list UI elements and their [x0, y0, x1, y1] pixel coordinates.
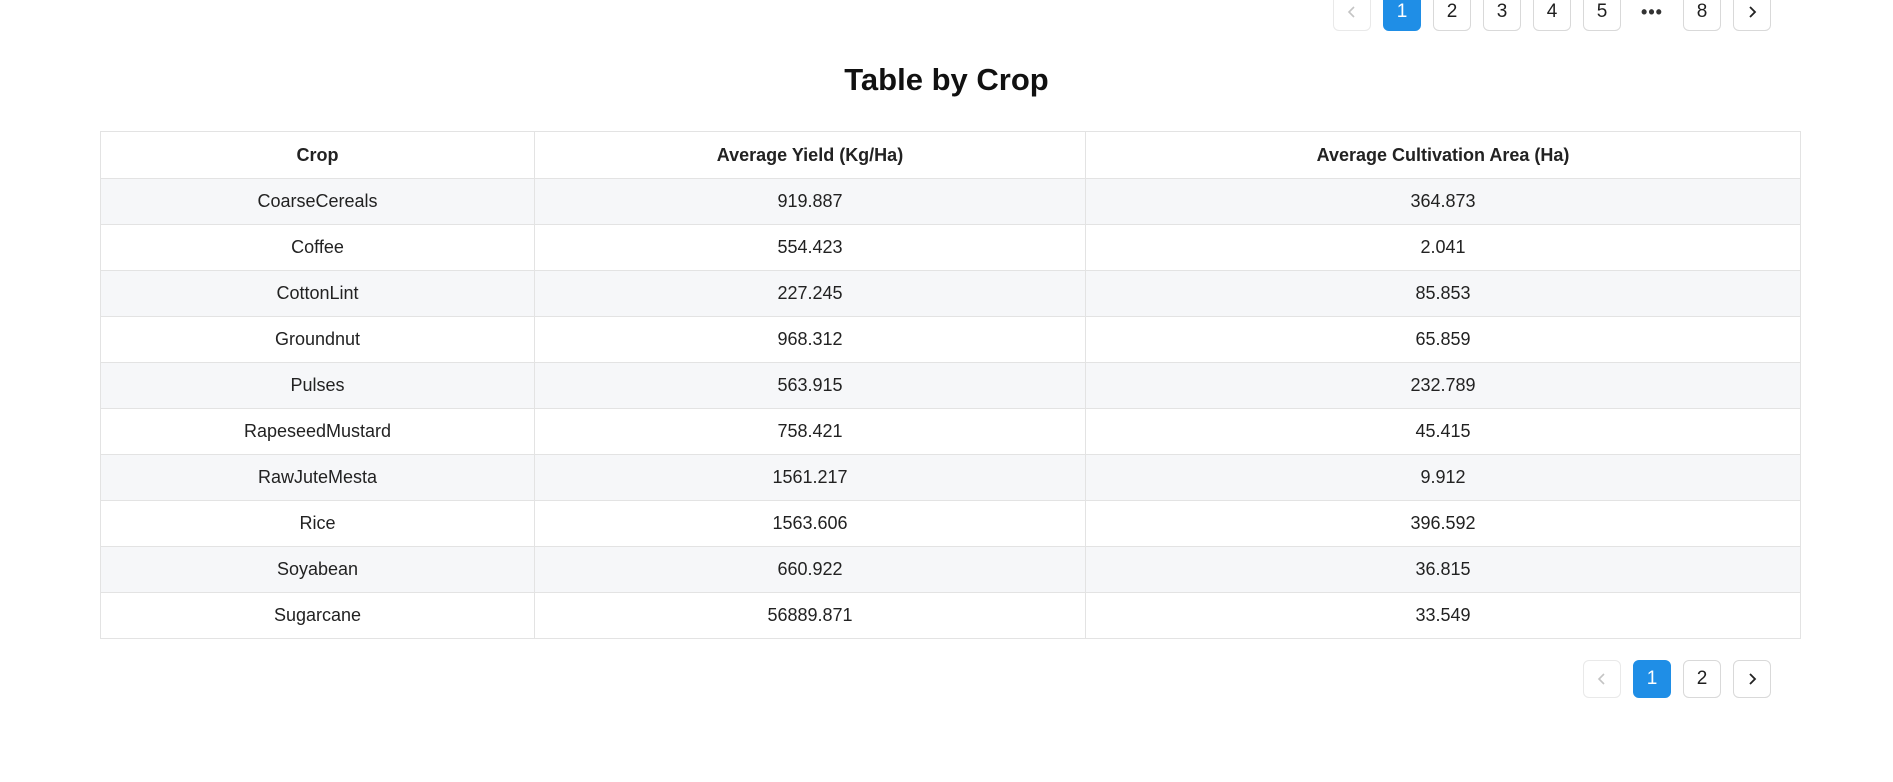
chevron-right-icon — [1745, 672, 1759, 686]
cell-yield: 660.922 — [535, 547, 1086, 593]
cell-area: 85.853 — [1086, 271, 1801, 317]
cell-area: 9.912 — [1086, 455, 1801, 501]
pagination-page-3[interactable]: 3 — [1483, 0, 1521, 31]
cell-crop: CottonLint — [101, 271, 535, 317]
cell-crop: RapeseedMustard — [101, 409, 535, 455]
table-row: CoarseCereals 919.887 364.873 — [101, 179, 1801, 225]
column-header-crop[interactable]: Crop — [101, 132, 535, 179]
column-header-average-yield[interactable]: Average Yield (Kg/Ha) — [535, 132, 1086, 179]
table-row: RawJuteMesta 1561.217 9.912 — [101, 455, 1801, 501]
cell-crop: RawJuteMesta — [101, 455, 535, 501]
pagination-page-1[interactable]: 1 — [1383, 0, 1421, 31]
cell-area: 396.592 — [1086, 501, 1801, 547]
cell-area: 33.549 — [1086, 593, 1801, 639]
cell-yield: 227.245 — [535, 271, 1086, 317]
table-header-row: Crop Average Yield (Kg/Ha) Average Culti… — [101, 132, 1801, 179]
pagination-next-button[interactable] — [1733, 660, 1771, 698]
pagination-top: 1 2 3 4 5 ••• 8 — [1321, 0, 1771, 31]
cell-crop: Pulses — [101, 363, 535, 409]
cell-area: 2.041 — [1086, 225, 1801, 271]
table-row: Groundnut 968.312 65.859 — [101, 317, 1801, 363]
page-title: Table by Crop — [0, 62, 1893, 98]
crop-table-container: Crop Average Yield (Kg/Ha) Average Culti… — [100, 131, 1800, 639]
pagination-bottom: 1 2 — [1571, 660, 1771, 698]
cell-crop: Sugarcane — [101, 593, 535, 639]
cell-crop: Soyabean — [101, 547, 535, 593]
cell-area: 36.815 — [1086, 547, 1801, 593]
cell-yield: 968.312 — [535, 317, 1086, 363]
pagination-page-2[interactable]: 2 — [1683, 660, 1721, 698]
pagination-next-button[interactable] — [1733, 0, 1771, 31]
cell-yield: 1563.606 — [535, 501, 1086, 547]
pagination-page-1[interactable]: 1 — [1633, 660, 1671, 698]
cell-yield: 758.421 — [535, 409, 1086, 455]
table-row: Soyabean 660.922 36.815 — [101, 547, 1801, 593]
pagination-page-8[interactable]: 8 — [1683, 0, 1721, 31]
cell-crop: Groundnut — [101, 317, 535, 363]
table-row: Pulses 563.915 232.789 — [101, 363, 1801, 409]
cell-yield: 554.423 — [535, 225, 1086, 271]
crop-table: Crop Average Yield (Kg/Ha) Average Culti… — [100, 131, 1801, 639]
cell-crop: Rice — [101, 501, 535, 547]
table-row: CottonLint 227.245 85.853 — [101, 271, 1801, 317]
table-row: Coffee 554.423 2.041 — [101, 225, 1801, 271]
cell-yield: 563.915 — [535, 363, 1086, 409]
cell-area: 65.859 — [1086, 317, 1801, 363]
pagination-page-4[interactable]: 4 — [1533, 0, 1571, 31]
column-header-average-area[interactable]: Average Cultivation Area (Ha) — [1086, 132, 1801, 179]
table-row: Sugarcane 56889.871 33.549 — [101, 593, 1801, 639]
cell-yield: 919.887 — [535, 179, 1086, 225]
cell-area: 232.789 — [1086, 363, 1801, 409]
pagination-page-2[interactable]: 2 — [1433, 0, 1471, 31]
cell-area: 45.415 — [1086, 409, 1801, 455]
table-row: RapeseedMustard 758.421 45.415 — [101, 409, 1801, 455]
cell-area: 364.873 — [1086, 179, 1801, 225]
cell-yield: 56889.871 — [535, 593, 1086, 639]
pagination-page-5[interactable]: 5 — [1583, 0, 1621, 31]
pagination-prev-button[interactable] — [1333, 0, 1371, 31]
chevron-left-icon — [1595, 672, 1609, 686]
chevron-left-icon — [1345, 5, 1359, 19]
pagination-ellipsis[interactable]: ••• — [1633, 0, 1671, 31]
table-row: Rice 1563.606 396.592 — [101, 501, 1801, 547]
cell-yield: 1561.217 — [535, 455, 1086, 501]
pagination-prev-button[interactable] — [1583, 660, 1621, 698]
chevron-right-icon — [1745, 5, 1759, 19]
cell-crop: Coffee — [101, 225, 535, 271]
cell-crop: CoarseCereals — [101, 179, 535, 225]
